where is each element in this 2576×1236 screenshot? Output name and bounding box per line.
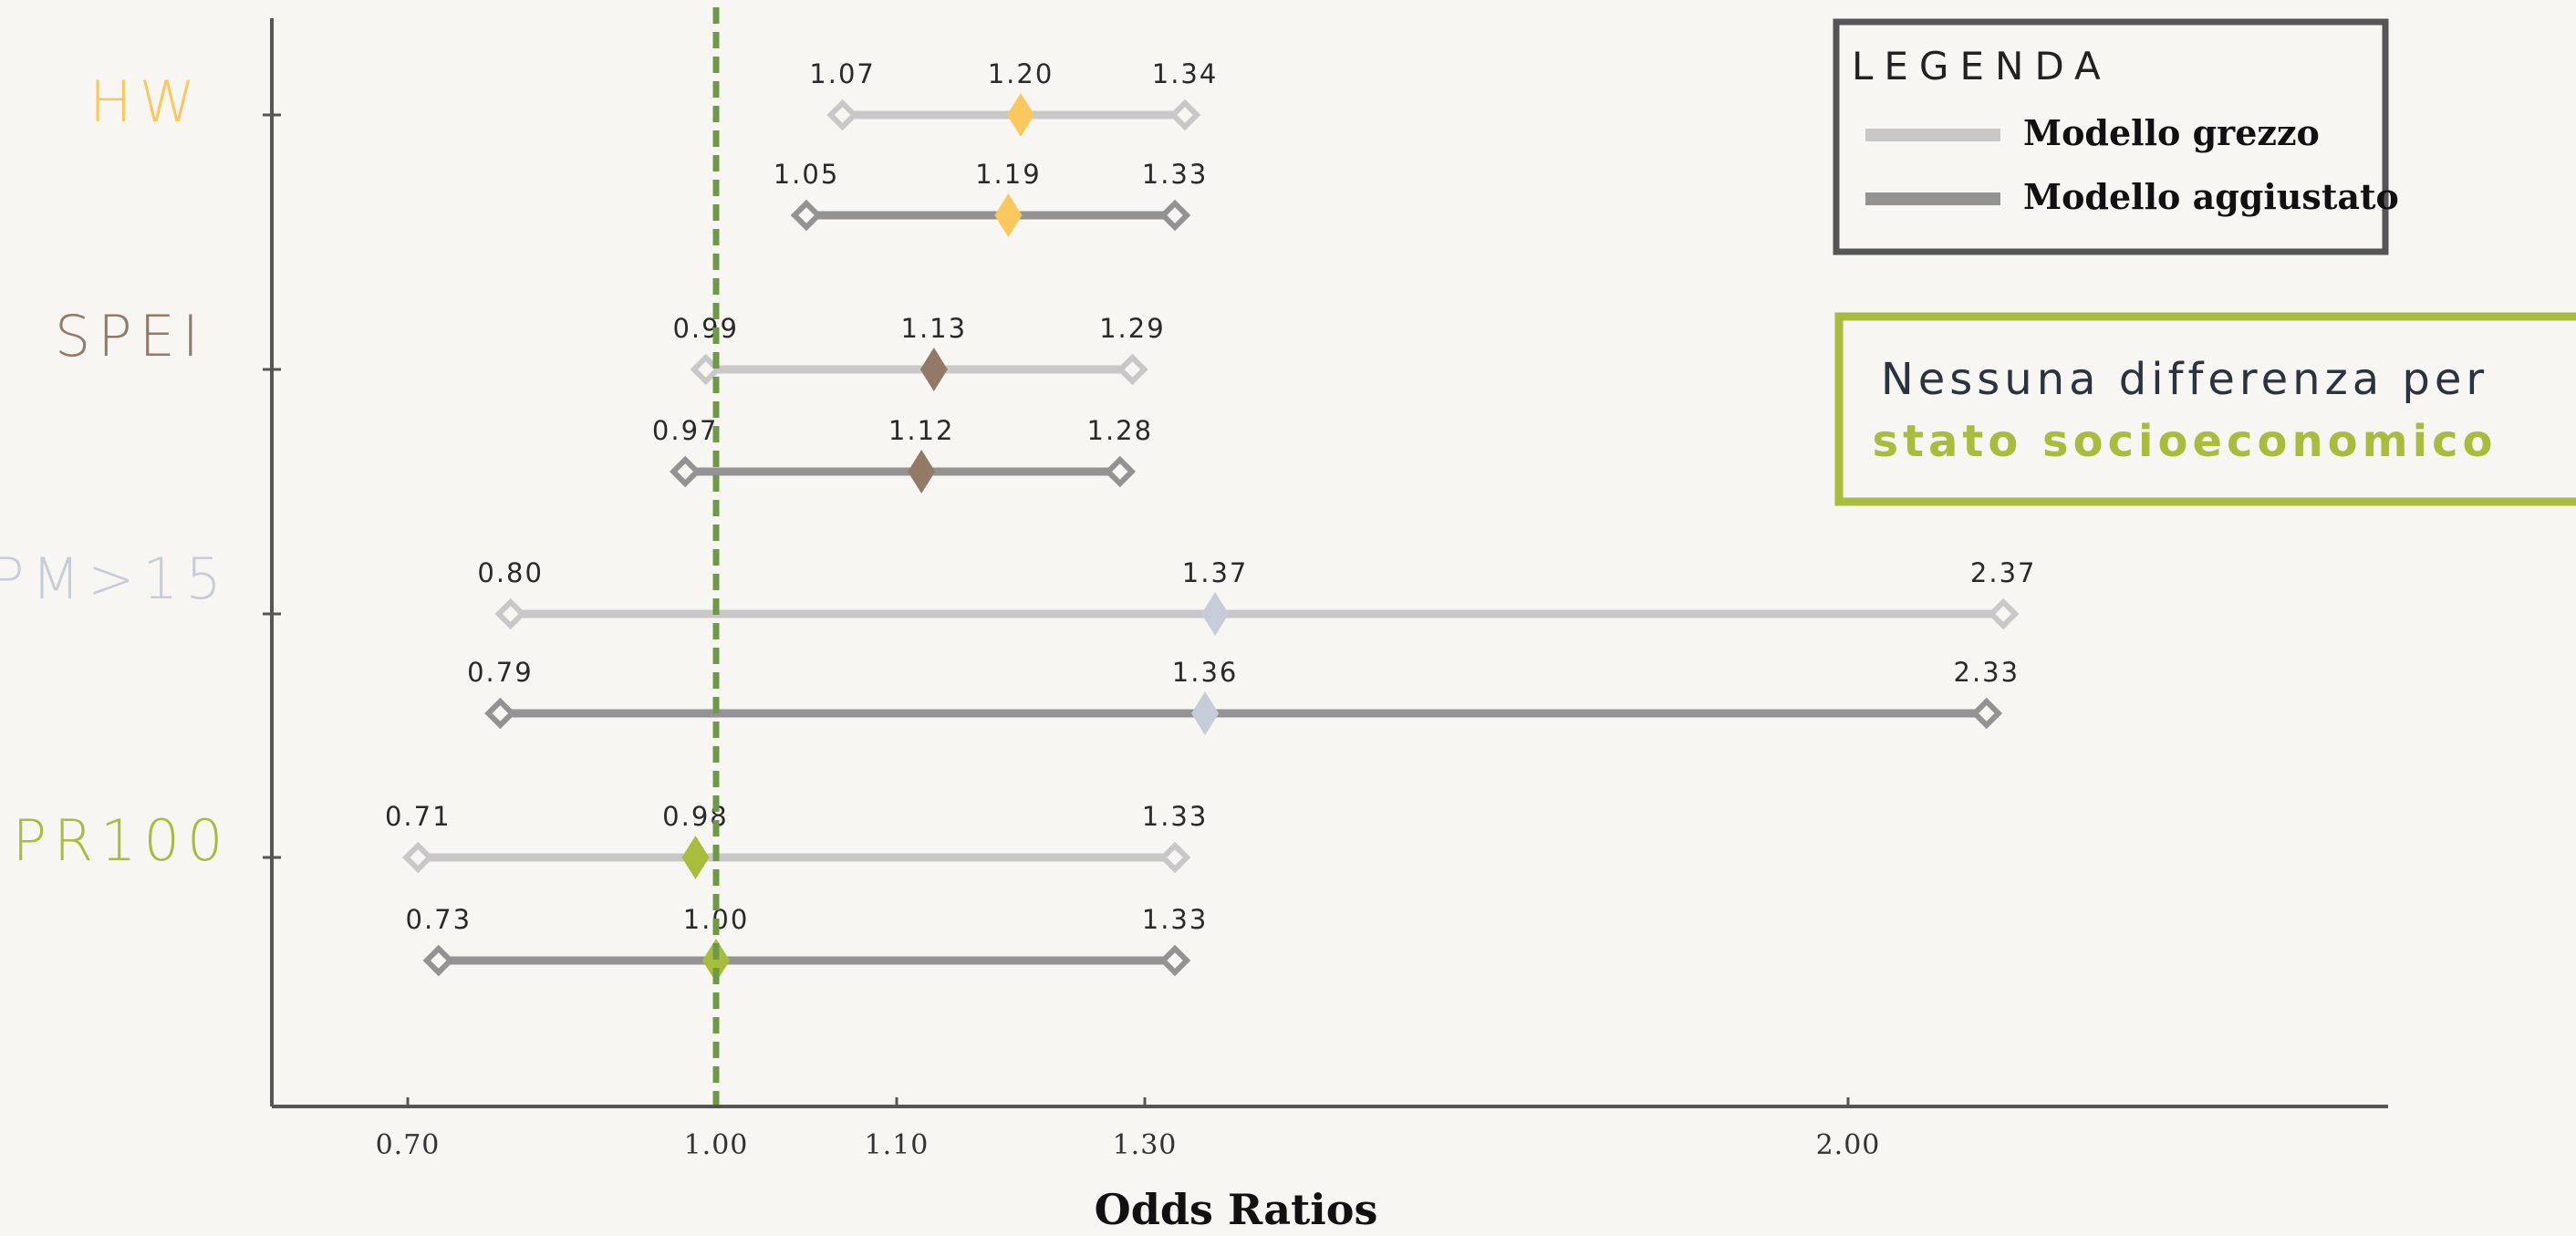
odds-ratio-label: 1.20 bbox=[988, 58, 1054, 89]
ci-lower-marker bbox=[494, 597, 526, 630]
odds-ratio-marker bbox=[702, 939, 730, 982]
ci-upper-label: 1.33 bbox=[1142, 904, 1209, 935]
ci-upper-marker bbox=[1117, 353, 1148, 386]
x-tick-label: 0.70 bbox=[376, 1129, 441, 1161]
category-label: PM>15 bbox=[0, 545, 229, 612]
ci-upper-marker bbox=[1158, 944, 1191, 977]
annotation-line-1: Nessuna differenza per bbox=[1881, 354, 2488, 405]
odds-ratio-label: 1.36 bbox=[1172, 657, 1239, 688]
odds-ratio-marker bbox=[1201, 592, 1230, 636]
ci-lower-label: 1.07 bbox=[809, 58, 876, 89]
x-axis-title: Odds Ratios bbox=[1095, 1185, 1378, 1234]
odds-ratio-marker bbox=[681, 836, 710, 879]
odds-ratio-label: 1.13 bbox=[901, 313, 968, 344]
ci-lower-label: 1.05 bbox=[774, 159, 840, 190]
category-label: PR100 bbox=[13, 807, 231, 874]
ci-upper-marker bbox=[1158, 841, 1191, 874]
ci-lower-label: 0.99 bbox=[672, 313, 739, 344]
ci-lower-label: 0.73 bbox=[406, 904, 473, 935]
legend-box bbox=[1833, 18, 2389, 255]
odds-ratio-label: 1.37 bbox=[1182, 557, 1249, 588]
ci-upper-label: 1.28 bbox=[1087, 415, 1154, 446]
odds-ratio-label: 1.12 bbox=[888, 415, 955, 446]
annotation-box bbox=[1834, 312, 2576, 506]
x-tick-label: 1.10 bbox=[865, 1129, 930, 1161]
ci-upper-label: 1.34 bbox=[1152, 58, 1219, 89]
ci-lower-marker bbox=[790, 199, 823, 232]
category-label: HW bbox=[89, 68, 203, 135]
ci-lower-marker bbox=[826, 99, 858, 131]
ci-upper-label: 1.33 bbox=[1142, 801, 1209, 832]
legend-title: LEGENDA bbox=[1852, 44, 2112, 88]
legend-item-label: Modello aggiustato bbox=[2023, 176, 2399, 217]
odds-ratio-marker bbox=[919, 348, 948, 391]
ci-upper-label: 2.37 bbox=[1970, 557, 2037, 588]
ci-upper-marker bbox=[1970, 697, 2003, 730]
odds-ratio-label: 1.19 bbox=[975, 159, 1042, 190]
x-tick-label: 1.00 bbox=[684, 1129, 749, 1161]
ci-upper-marker bbox=[1987, 597, 2020, 630]
ci-lower-marker bbox=[669, 455, 701, 488]
legend-item-label: Modello grezzo bbox=[2023, 112, 2320, 153]
ci-upper-marker bbox=[1158, 199, 1191, 232]
x-tick-label: 1.30 bbox=[1113, 1129, 1178, 1161]
odds-ratio-marker bbox=[994, 193, 1023, 237]
ci-upper-marker bbox=[1104, 455, 1137, 488]
odds-ratio-marker bbox=[1007, 93, 1034, 137]
ci-lower-label: 0.71 bbox=[385, 801, 452, 832]
ci-upper-marker bbox=[1169, 99, 1201, 131]
ci-lower-marker bbox=[422, 944, 455, 977]
ci-lower-label: 0.97 bbox=[652, 415, 719, 446]
x-tick-label: 2.00 bbox=[1816, 1129, 1881, 1161]
ci-upper-label: 1.33 bbox=[1142, 159, 1209, 190]
ci-lower-marker bbox=[402, 841, 434, 874]
annotation-line-2: stato socioeconomico bbox=[1873, 416, 2498, 467]
category-label: SPEI bbox=[55, 303, 206, 369]
ci-upper-label: 2.33 bbox=[1954, 657, 2020, 688]
odds-ratio-marker bbox=[1191, 691, 1220, 735]
odds-ratio-marker bbox=[908, 450, 936, 493]
ci-lower-label: 0.79 bbox=[467, 657, 534, 688]
ci-upper-label: 1.29 bbox=[1099, 313, 1166, 344]
ci-lower-marker bbox=[484, 697, 516, 730]
ci-lower-label: 0.80 bbox=[477, 557, 544, 588]
